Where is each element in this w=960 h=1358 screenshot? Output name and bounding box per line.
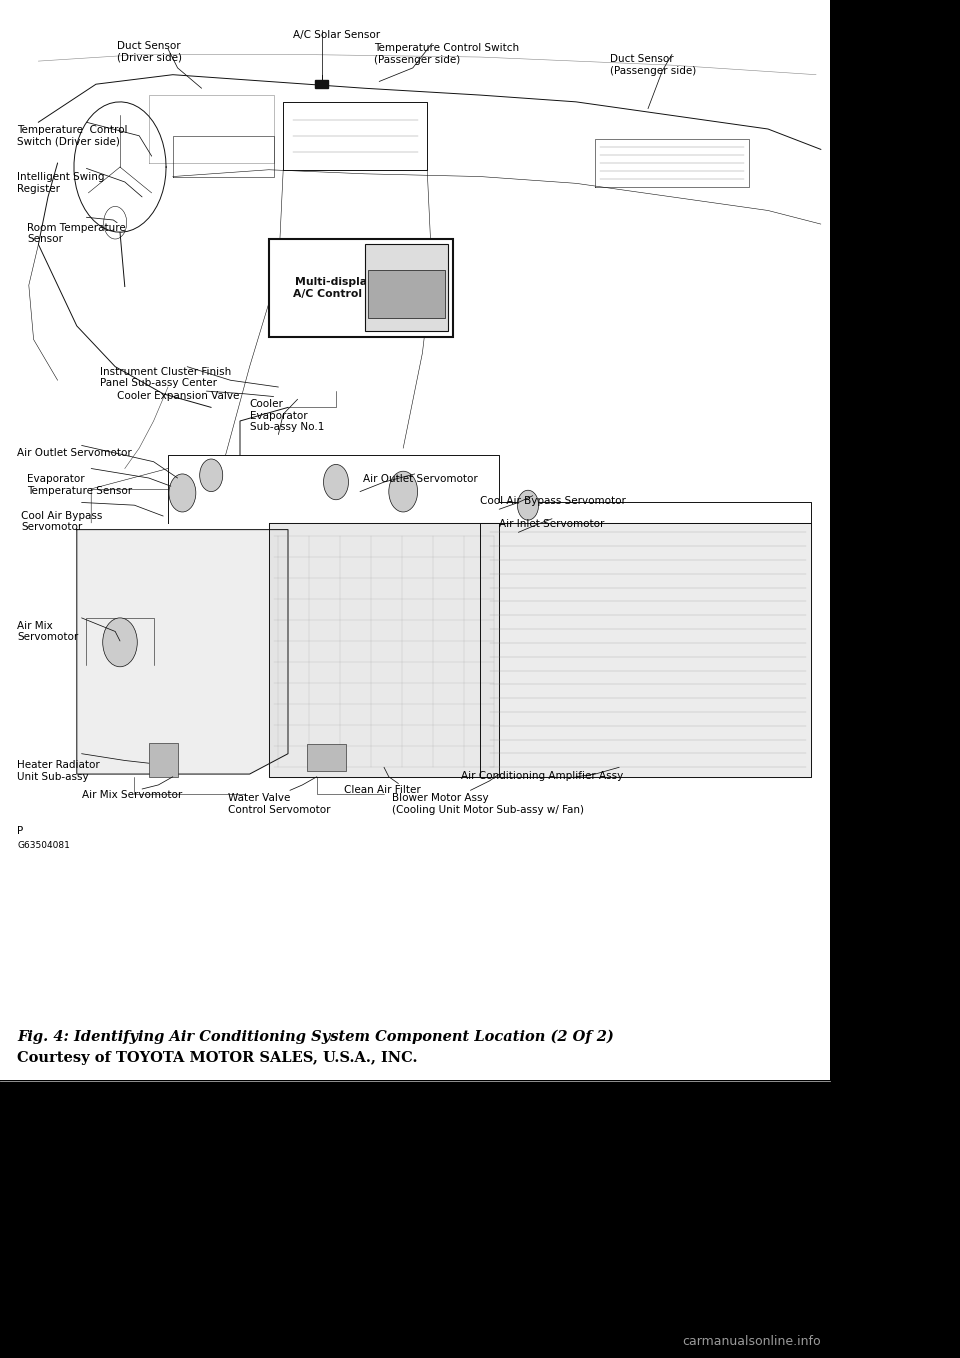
- Text: G63504081: G63504081: [17, 841, 70, 850]
- Circle shape: [169, 474, 196, 512]
- Text: Fig. 4: Identifying Air Conditioning System Component Location (2 Of 2): Fig. 4: Identifying Air Conditioning Sys…: [17, 1029, 614, 1044]
- Text: Temperature Control Switch
(Passenger side): Temperature Control Switch (Passenger si…: [374, 43, 519, 65]
- Bar: [307, 744, 346, 771]
- Text: Air Outlet Servomotor: Air Outlet Servomotor: [17, 448, 132, 458]
- Text: Cooler Expansion Valve: Cooler Expansion Valve: [117, 391, 239, 401]
- Circle shape: [200, 459, 223, 492]
- Text: Air Mix
Servomotor: Air Mix Servomotor: [17, 621, 79, 642]
- Text: Courtesy of TOYOTA MOTOR SALES, U.S.A., INC.: Courtesy of TOYOTA MOTOR SALES, U.S.A., …: [17, 1051, 418, 1065]
- Text: Cool Air Bypass Servomotor: Cool Air Bypass Servomotor: [480, 496, 626, 505]
- Polygon shape: [77, 530, 288, 774]
- Text: Cool Air Bypass
Servomotor: Cool Air Bypass Servomotor: [21, 511, 103, 532]
- Text: Blower Motor Assy
(Cooling Unit Motor Sub-assy w/ Fan): Blower Motor Assy (Cooling Unit Motor Su…: [392, 793, 584, 815]
- Polygon shape: [480, 523, 811, 777]
- Text: Air Conditioning Amplifier Assy: Air Conditioning Amplifier Assy: [461, 771, 623, 781]
- Text: Heater Radiator
Unit Sub-assy: Heater Radiator Unit Sub-assy: [17, 760, 100, 782]
- Circle shape: [517, 490, 539, 520]
- Bar: [368, 270, 444, 318]
- Text: A/C Solar Sensor: A/C Solar Sensor: [293, 30, 380, 39]
- Text: Cooler
Evaporator
Sub-assy No.1: Cooler Evaporator Sub-assy No.1: [250, 399, 324, 432]
- Text: Clean Air Filter: Clean Air Filter: [344, 785, 420, 794]
- Circle shape: [103, 618, 137, 667]
- Text: Air Outlet Servomotor: Air Outlet Servomotor: [363, 474, 478, 483]
- Text: Instrument Cluster Finish
Panel Sub-assy Center: Instrument Cluster Finish Panel Sub-assy…: [100, 367, 231, 388]
- Text: Evaporator
Temperature Sensor: Evaporator Temperature Sensor: [27, 474, 132, 496]
- Text: Multi-display (Built in
A/C Control Assembly): Multi-display (Built in A/C Control Asse…: [293, 277, 429, 299]
- Text: carmanualsonline.info: carmanualsonline.info: [683, 1335, 821, 1348]
- Text: Temperature  Control
Switch (Driver side): Temperature Control Switch (Driver side): [17, 125, 128, 147]
- Text: Air Mix Servomotor: Air Mix Servomotor: [82, 790, 181, 800]
- Bar: [365, 244, 447, 331]
- Circle shape: [389, 471, 418, 512]
- Bar: [0, 0, 830, 1080]
- Bar: [149, 743, 178, 777]
- Text: Duct Sensor
(Passenger side): Duct Sensor (Passenger side): [610, 54, 696, 76]
- Text: Air Inlet Servomotor: Air Inlet Servomotor: [499, 519, 605, 528]
- Bar: [315, 80, 328, 88]
- Circle shape: [324, 464, 348, 500]
- Polygon shape: [269, 523, 499, 777]
- Text: P: P: [17, 826, 24, 835]
- Text: Water Valve
Control Servomotor: Water Valve Control Servomotor: [228, 793, 331, 815]
- Text: Intelligent Swing
Register: Intelligent Swing Register: [17, 172, 105, 194]
- Text: Duct Sensor
(Driver side): Duct Sensor (Driver side): [117, 41, 182, 62]
- Text: Room Temperature
Sensor: Room Temperature Sensor: [27, 223, 126, 244]
- Bar: [269, 239, 453, 337]
